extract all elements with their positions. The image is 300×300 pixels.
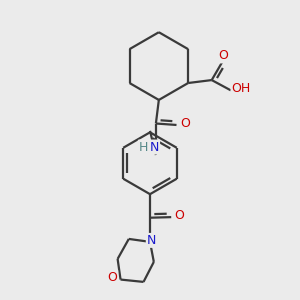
Text: H: H	[139, 141, 148, 154]
Text: O: O	[219, 50, 228, 62]
Text: O: O	[180, 117, 190, 130]
Text: N: N	[147, 234, 156, 247]
Text: O: O	[107, 271, 117, 284]
Text: OH: OH	[232, 82, 251, 95]
Text: N: N	[150, 141, 159, 154]
Text: O: O	[175, 209, 184, 222]
